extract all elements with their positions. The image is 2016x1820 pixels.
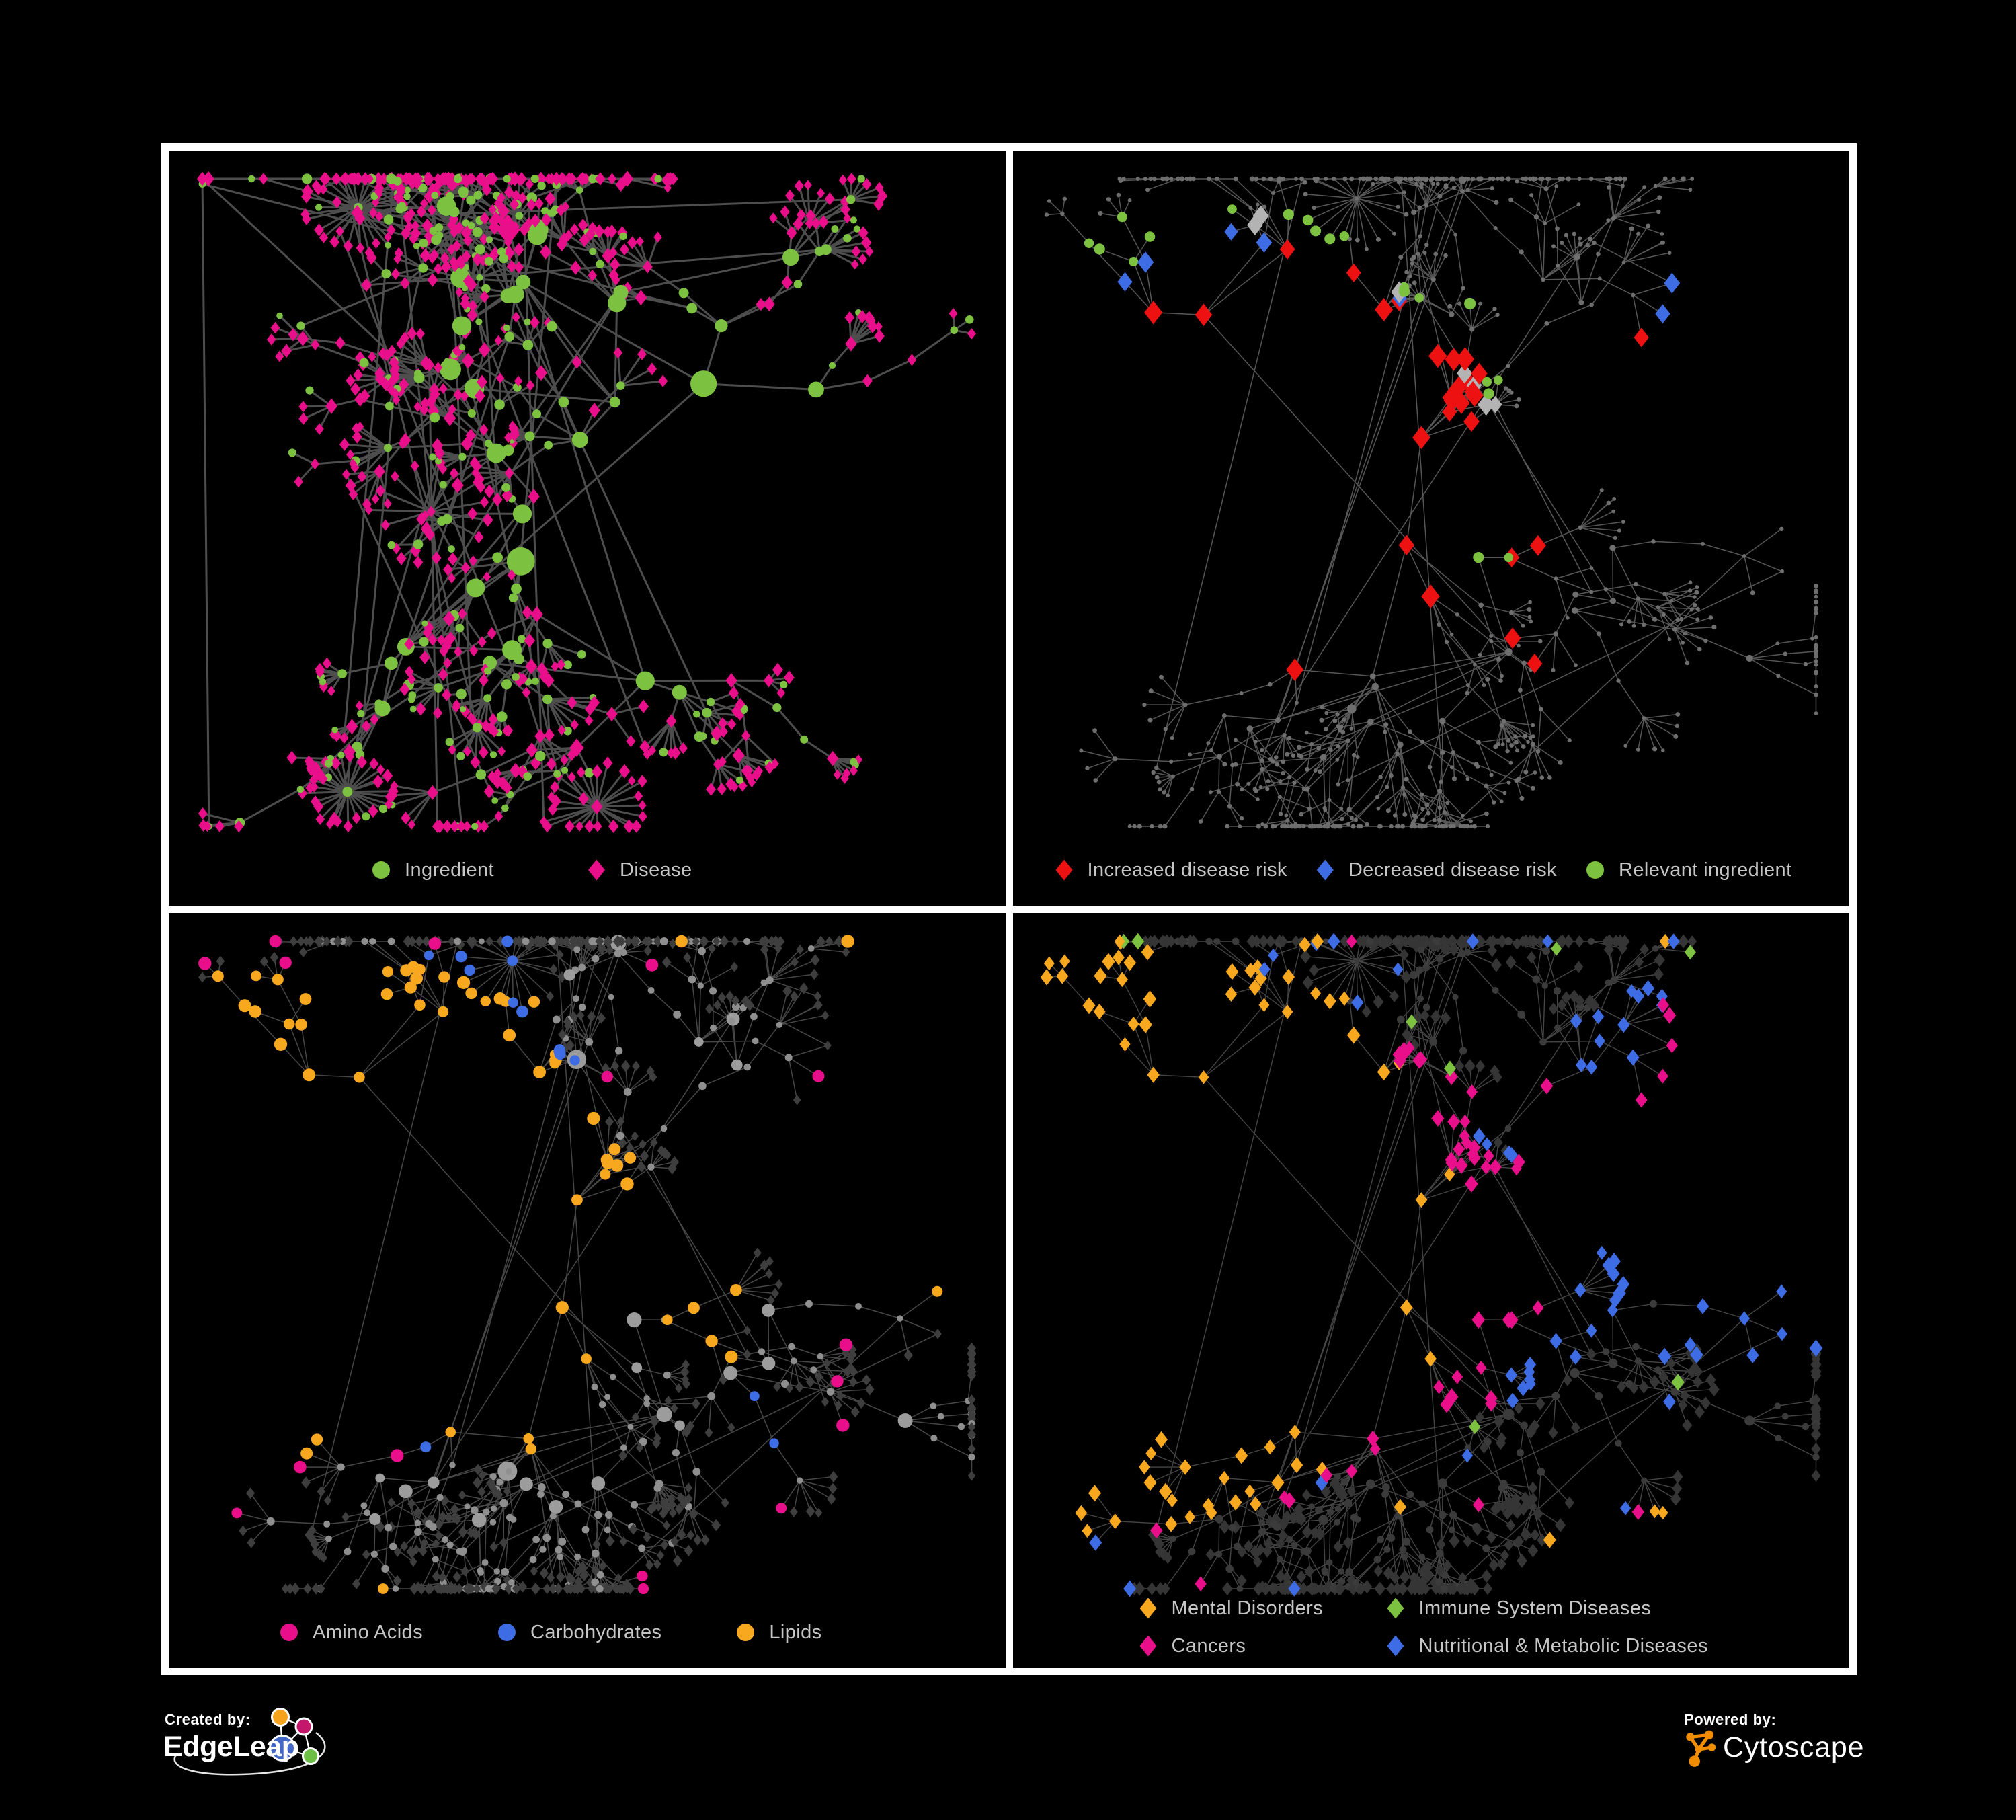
- legend-label: Carbohydrates: [530, 1622, 662, 1643]
- edgeleap-swoosh: [173, 1732, 326, 1776]
- diamond-marker: [1139, 1597, 1157, 1619]
- legend-item-amino-acids: Amino Acids: [280, 1621, 423, 1644]
- disease-risk-network-graph: [1044, 176, 1818, 829]
- powered-by-label: Powered by:: [1684, 1711, 1777, 1728]
- panel-disease-classes: Mental Disorders Immune System Diseases Ca…: [1012, 913, 1850, 1668]
- legend-item-increased-disease-risk: Increased disease risk: [1055, 859, 1287, 881]
- legend-label: Decreased disease risk: [1348, 859, 1558, 881]
- panel-ingredient-disease: Ingredient Disease: [169, 151, 1006, 906]
- legend-item-relevant-ingredient: Relevant ingredient: [1586, 859, 1791, 881]
- legend-nutrient-classes: Amino Acids Carbohydrates Lipids: [169, 1621, 1006, 1644]
- diamond-marker: [588, 859, 605, 881]
- legend-label: Amino Acids: [313, 1622, 423, 1643]
- legend-item-mental-disorders: Mental Disorders: [1139, 1597, 1387, 1620]
- legend-label: Increased disease risk: [1087, 859, 1287, 881]
- cytoscape-icon: [1686, 1730, 1716, 1767]
- diamond-marker: [1387, 1597, 1404, 1619]
- panel-nutrient-classes: Amino Acids Carbohydrates Lipids: [169, 913, 1006, 1668]
- legend-item-nutritional-metabolic-diseases: Nutritional & Metabolic Diseases: [1387, 1634, 1708, 1657]
- legend-ingredient-disease: Ingredient Disease: [169, 859, 1006, 881]
- circle-marker: [372, 861, 390, 879]
- legend-item-carbohydrates: Carbohydrates: [497, 1621, 662, 1644]
- legend-item-cancers: Cancers: [1139, 1634, 1387, 1657]
- circle-marker: [1586, 861, 1605, 879]
- nutrient-class-network-graph: [198, 935, 977, 1595]
- ingredient-disease-network-graph: [197, 171, 976, 834]
- legend-label: Lipids: [769, 1622, 822, 1643]
- diamond-marker: [1055, 859, 1073, 881]
- circle-marker: [497, 1624, 516, 1641]
- legend-label: Ingredient: [405, 859, 494, 881]
- legend-item-decreased-disease-risk: Decreased disease risk: [1316, 859, 1558, 881]
- cytoscape-wordmark: Cytoscape: [1723, 1731, 1865, 1764]
- legend-disease-risk: Increased disease risk Decreased disease …: [1013, 859, 1850, 881]
- edgeleap-node-orange: [271, 1708, 290, 1727]
- legend-item-lipids: Lipids: [737, 1621, 821, 1644]
- circle-marker: [737, 1624, 755, 1641]
- legend-label: Cancers: [1171, 1635, 1246, 1657]
- panel-disease-risk: Increased disease risk Decreased disease …: [1012, 151, 1850, 906]
- legend-item-immune-system-diseases: Immune System Diseases: [1387, 1597, 1708, 1620]
- legend-item-disease: Disease: [588, 859, 692, 881]
- legend-label: Disease: [620, 859, 692, 881]
- cytoscape-logo: Cytoscape: [1684, 1727, 1864, 1768]
- disease-class-network-graph: [1040, 933, 1822, 1597]
- edgeleap-nodes: [269, 1708, 319, 1765]
- legend-label: Relevant ingredient: [1619, 859, 1792, 881]
- edgeleap-logo: EdgeLeap: [163, 1708, 326, 1776]
- diamond-marker: [1316, 859, 1334, 881]
- legend-label: Mental Disorders: [1171, 1597, 1324, 1619]
- edgeleap-node-blue: [269, 1735, 296, 1762]
- circle-marker: [280, 1624, 298, 1641]
- legend-item-ingredient: Ingredient: [372, 859, 494, 881]
- created-by-label: Created by:: [165, 1711, 251, 1728]
- panel-grid: Ingredient Disease Increased disease risk…: [161, 143, 1857, 1675]
- legend-label: Nutritional & Metabolic Diseases: [1418, 1635, 1708, 1657]
- edgeleap-node-green: [302, 1747, 319, 1765]
- edgeleap-node-magenta: [294, 1717, 313, 1736]
- diamond-marker: [1139, 1635, 1157, 1657]
- legend-disease-classes: Mental Disorders Immune System Diseases Ca…: [1013, 1597, 1850, 1657]
- diamond-marker: [1387, 1635, 1404, 1657]
- legend-label: Immune System Diseases: [1418, 1597, 1652, 1619]
- edgeleap-wordmark: EdgeLeap: [163, 1731, 299, 1763]
